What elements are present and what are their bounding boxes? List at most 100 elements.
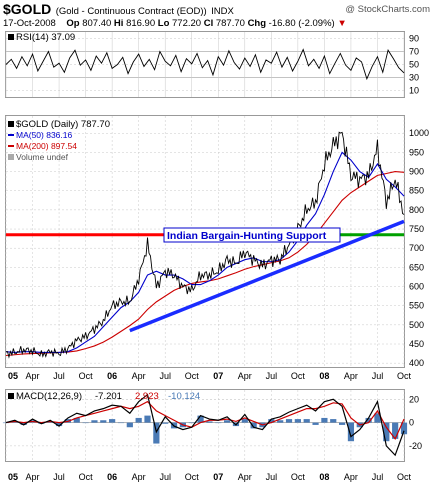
macd-histogram-bar — [100, 420, 107, 423]
exchange: INDX — [211, 6, 234, 17]
macd-histogram-bar — [91, 420, 98, 423]
ma200-legend: MA(200) 897.54 — [16, 141, 77, 151]
price-tick-label: 950 — [409, 147, 424, 157]
quote-date: 17-Oct-2008 — [3, 18, 56, 29]
macd-histogram-bar — [82, 422, 89, 424]
rsi-tick-label: 70 — [409, 47, 419, 57]
price-x-tick-label: Jul — [372, 371, 384, 381]
macd-tick-label: -20 — [409, 441, 422, 451]
rsi-tick-label: 50 — [409, 60, 419, 70]
annotation-text: Indian Bargain-Hunting Support — [167, 230, 327, 242]
macd-x-tick-label: 05 — [8, 472, 18, 482]
quote-line: 17-Oct-2008 Op 807.40 Hi 816.90 Lo 772.2… — [3, 18, 347, 29]
price-tick-label: 450 — [409, 339, 424, 349]
ma50-line — [5, 151, 405, 353]
price-x-tick-label: Apr — [26, 371, 40, 381]
macd-histogram-bar — [392, 422, 399, 439]
rsi-panel — [5, 31, 405, 98]
macd-histogram-bar — [162, 422, 169, 424]
macd-histogram-bar — [197, 415, 204, 423]
macd-histogram-bar — [338, 422, 346, 425]
price-x-tick-label: 08 — [319, 371, 329, 381]
rsi-line — [5, 48, 405, 81]
macd-histogram-bar — [294, 419, 301, 423]
price-tick-label: 700 — [409, 243, 424, 253]
price-tick-label: 550 — [409, 301, 424, 311]
rsi-legend: RSI(14) 37.09 — [16, 32, 75, 43]
macd-histogram-bar — [285, 419, 293, 423]
macd-histogram-bar — [126, 422, 133, 428]
price-tick-label: 600 — [409, 282, 424, 292]
macd-histogram-bar — [73, 417, 80, 423]
price-tick-label: 800 — [409, 205, 424, 215]
macd-x-tick-label: Jul — [372, 472, 384, 482]
macd-histogram-bar — [135, 417, 142, 423]
price-x-tick-label: Jul — [266, 371, 278, 381]
macd-histogram-bar — [109, 419, 116, 423]
rsi-legend-swatch — [8, 34, 14, 40]
macd-histogram-bar — [347, 422, 355, 442]
macd-x-tick-label: Apr — [238, 472, 252, 482]
macd-legend-hist: -10.124 — [168, 391, 200, 402]
instrument-name: (Gold - Continuous Contract (EOD)) — [55, 6, 207, 17]
open-value: 807.40 — [82, 18, 112, 29]
rsi-tick-label: 90 — [409, 34, 419, 44]
macd-x-tick-label: Jul — [266, 472, 278, 482]
macd-histogram-bar — [374, 413, 381, 423]
symbol: $GOLD — [3, 1, 52, 17]
macd-line — [5, 393, 405, 457]
macd-histogram-bar — [268, 419, 275, 423]
macd-tick-label: 0 — [409, 418, 414, 428]
price-tick-label: 650 — [409, 262, 424, 272]
macd-histogram-bar — [383, 422, 390, 442]
price-legend-swatch — [8, 121, 14, 127]
open-label: Op — [66, 18, 80, 29]
price-tick-label: 400 — [409, 358, 424, 368]
macd-legend-label: MACD(12,26,9) — [16, 391, 82, 402]
price-x-tick-label: Apr — [132, 371, 146, 381]
macd-histogram-bar — [241, 419, 248, 423]
ma200-line — [5, 171, 405, 357]
price-tick-label: 750 — [409, 224, 424, 234]
price-title: $GOLD (Daily) 787.70 — [16, 119, 110, 130]
macd-histogram-bar — [206, 421, 213, 423]
macd-x-tick-label: 06 — [107, 472, 117, 482]
macd-x-tick-label: Apr — [132, 472, 146, 482]
rsi-tick-label: 30 — [409, 73, 419, 83]
rsi-tick-label: 10 — [409, 86, 419, 96]
high-value: 816.90 — [126, 18, 156, 29]
macd-x-tick-label: Jul — [159, 472, 171, 482]
down-arrow-icon: ▼ — [337, 18, 347, 29]
macd-legend-macd: -7.201 — [95, 391, 122, 402]
price-x-tick-label: Apr — [238, 371, 252, 381]
macd-histogram-bar — [117, 422, 125, 424]
price-tick-label: 1000 — [409, 128, 429, 138]
macd-histogram-bar — [250, 422, 257, 429]
volume-legend: Volume undef — [16, 152, 69, 162]
price-tick-label: 900 — [409, 167, 424, 177]
watermark: @ StockCharts.com — [345, 4, 430, 15]
change-label: Chg — [247, 18, 267, 29]
macd-histogram-bar — [188, 422, 195, 424]
close-value: 787.70 — [215, 18, 245, 29]
macd-x-tick-label: Oct — [185, 472, 200, 482]
macd-histogram-bar — [55, 422, 63, 427]
macd-x-tick-label: Apr — [26, 472, 40, 482]
price-x-tick-label: 05 — [8, 371, 18, 381]
price-x-tick-label: Apr — [344, 371, 358, 381]
volume-legend-swatch — [8, 154, 14, 160]
macd-histogram-bar — [2, 422, 10, 424]
macd-legend-signal: 2.923 — [135, 391, 159, 402]
price-x-tick-label: Oct — [79, 371, 94, 381]
ma50-legend: MA(50) 836.16 — [16, 130, 72, 140]
macd-histogram-bar — [330, 419, 337, 423]
chart-header: $GOLD (Gold - Continuous Contract (EOD))… — [3, 1, 234, 19]
macd-x-tick-label: 07 — [213, 472, 223, 482]
macd-histogram-bar — [20, 422, 27, 425]
macd-histogram-bar — [321, 417, 328, 423]
macd-histogram-bar — [400, 422, 408, 435]
macd-histogram-bar — [312, 422, 319, 425]
price-x-tick-label: Oct — [291, 371, 306, 381]
price-x-tick-label: 07 — [213, 371, 223, 381]
